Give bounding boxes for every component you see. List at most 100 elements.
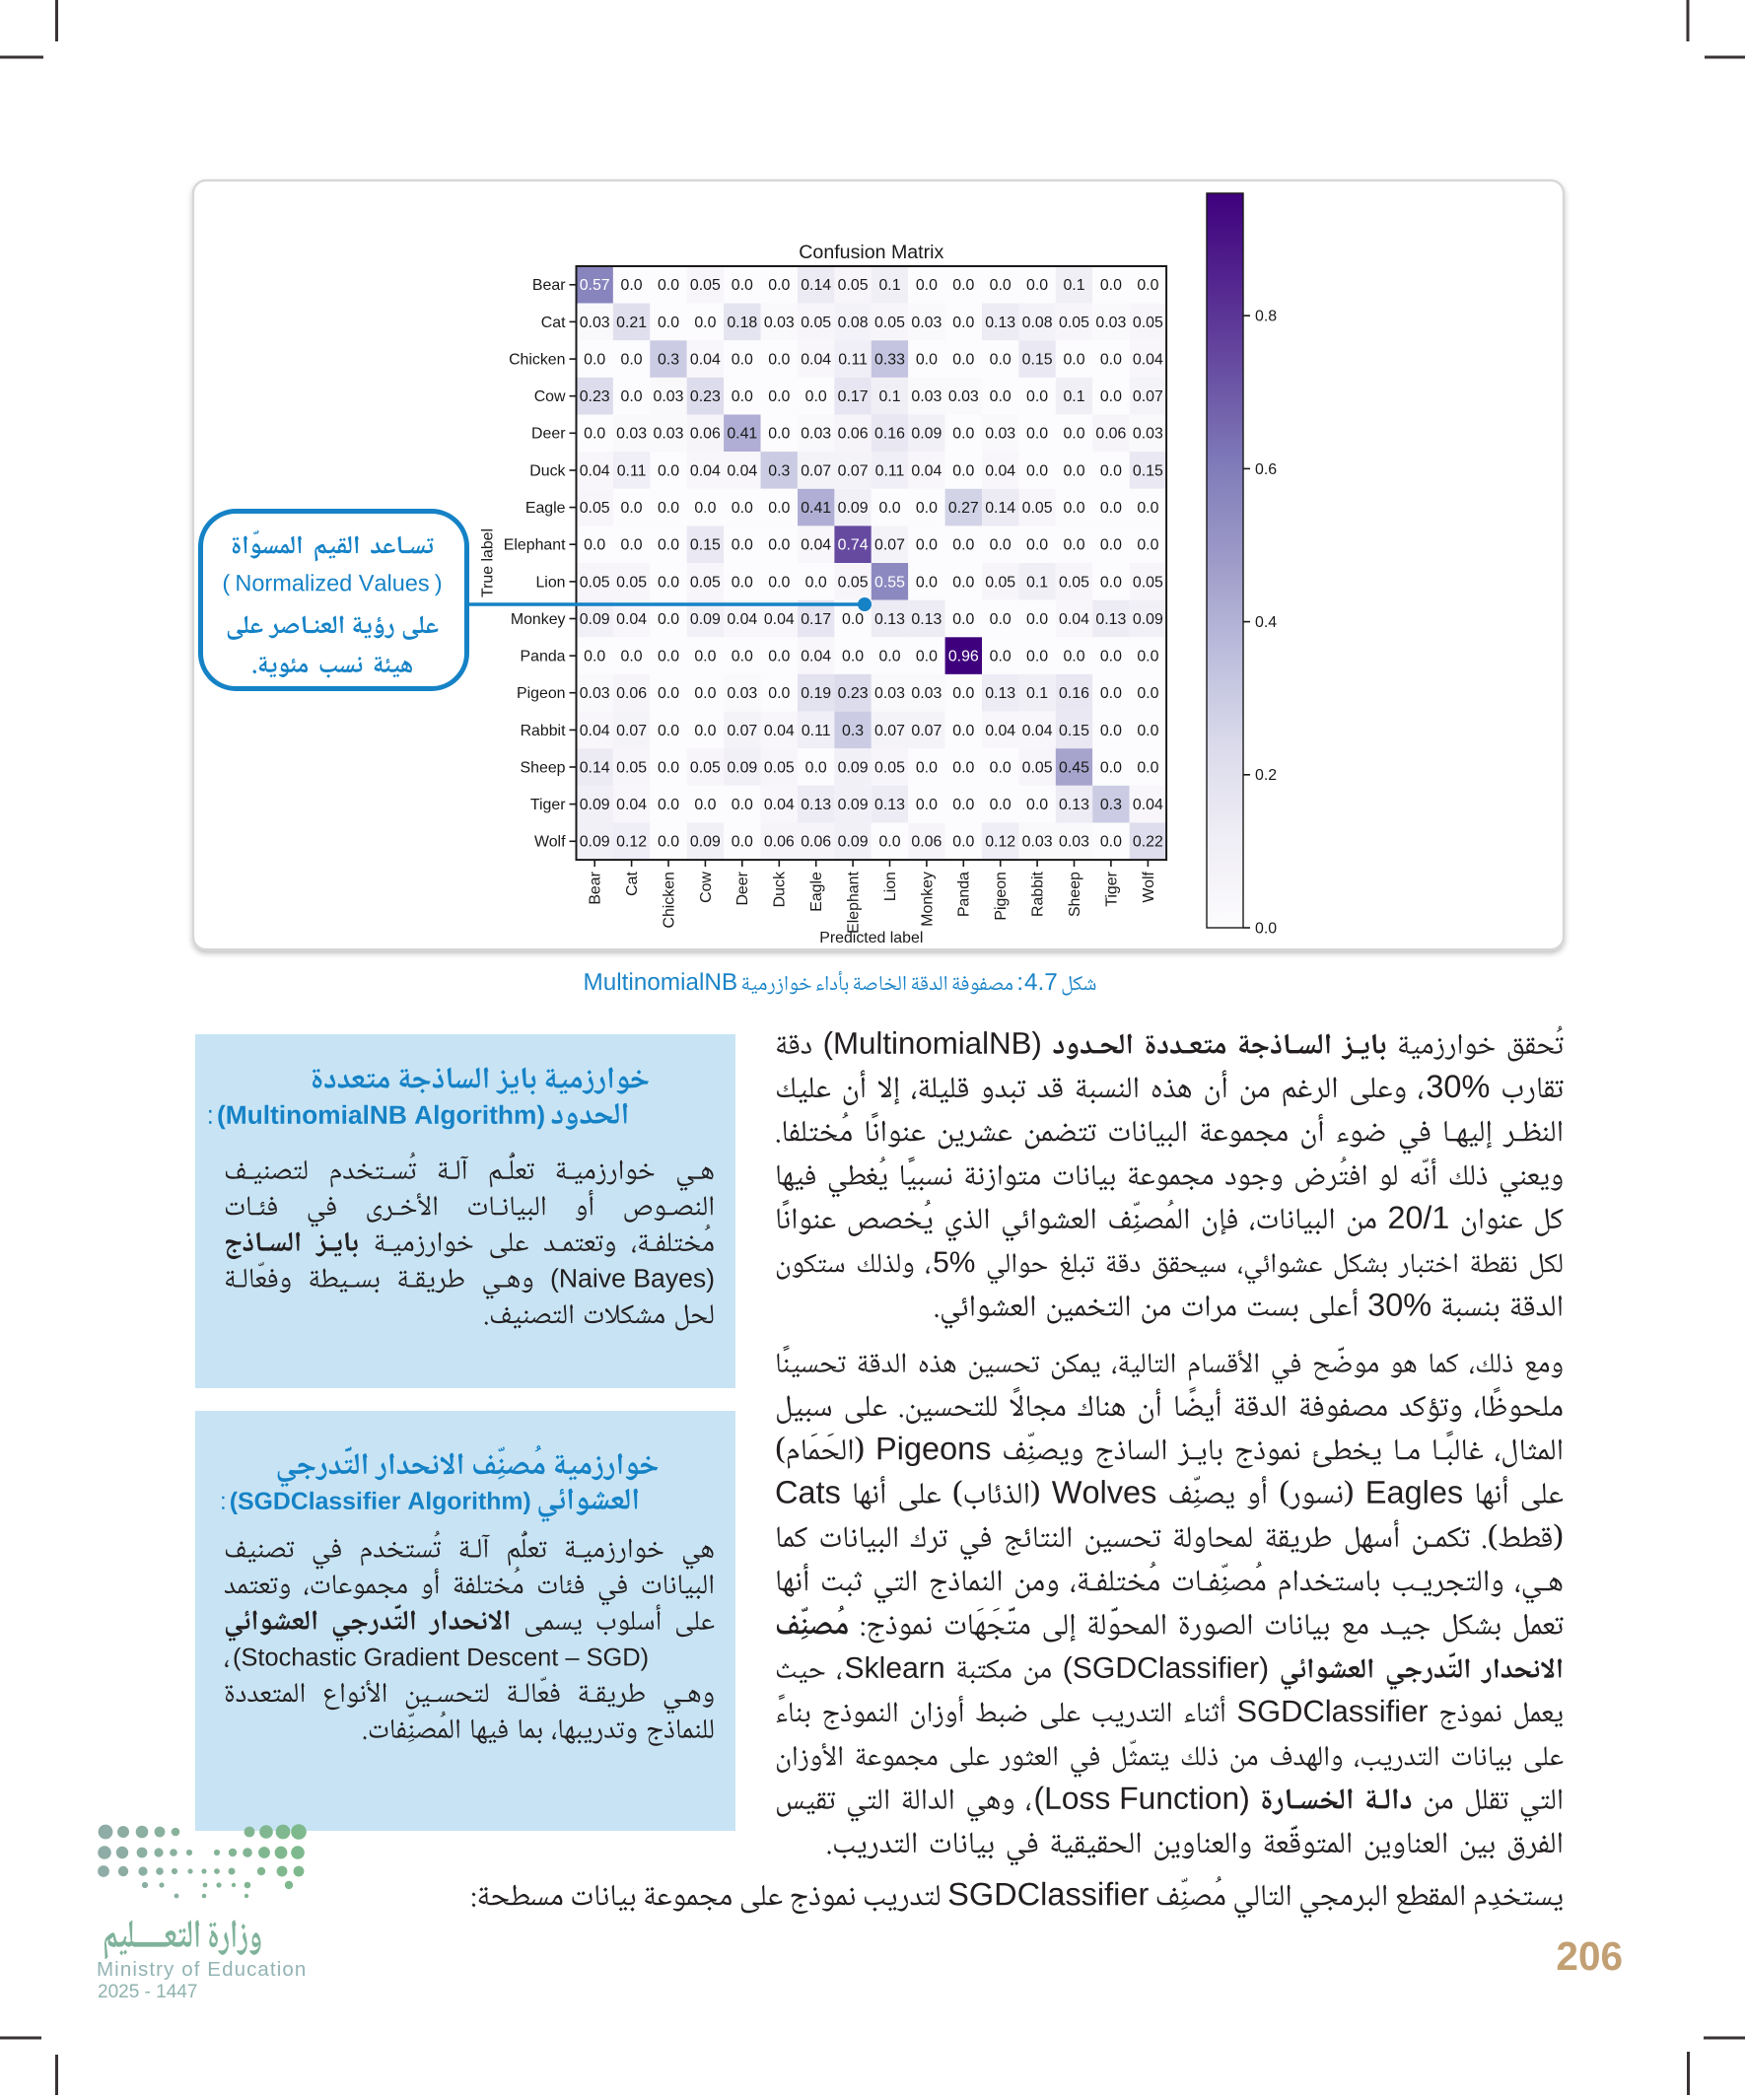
svg-text:Eagle: Eagle [808,872,825,912]
svg-text:0.0: 0.0 [1100,462,1122,479]
svg-text:Bear: Bear [588,871,604,904]
svg-text:Rabbit: Rabbit [1030,872,1047,918]
svg-text:0.0: 0.0 [1100,649,1122,665]
svg-text:0.0: 0.0 [916,537,938,554]
svg-text:0.57: 0.57 [580,277,610,294]
svg-text:0.0: 0.0 [584,649,605,665]
svg-text:0.1: 0.1 [878,277,900,294]
svg-text:0.0: 0.0 [1100,759,1122,776]
svg-text:0.0: 0.0 [621,277,643,294]
svg-text:0.0: 0.0 [1026,426,1048,443]
svg-text:0.0: 0.0 [1137,500,1158,517]
svg-text:0.07: 0.07 [874,537,905,554]
svg-text:0.0: 0.0 [916,500,938,517]
svg-text:0.17: 0.17 [838,388,869,405]
svg-text:0.06: 0.06 [616,685,647,702]
svg-text:0.03: 0.03 [911,315,942,331]
svg-text:0.13: 0.13 [985,315,1015,331]
svg-text:0.0: 0.0 [732,388,753,405]
svg-text:0.09: 0.09 [838,500,869,517]
svg-text:0.0: 0.0 [990,797,1012,813]
svg-text:0.0: 0.0 [916,759,938,776]
svg-text:0.0: 0.0 [768,388,790,405]
svg-text:0.0: 0.0 [916,277,938,294]
svg-text:0.14: 0.14 [801,277,831,294]
svg-text:0.05: 0.05 [580,574,610,591]
svg-text:0.05: 0.05 [1059,315,1089,331]
svg-text:0.0: 0.0 [916,352,938,369]
svg-text:0.0: 0.0 [1137,649,1158,665]
svg-text:0.0: 0.0 [732,500,753,517]
svg-text:Cat: Cat [541,315,566,331]
svg-text:0.0: 0.0 [768,500,790,517]
svg-text:0.05: 0.05 [874,315,905,331]
svg-text:0.09: 0.09 [580,834,610,851]
svg-text:Sheep: Sheep [1067,872,1083,917]
svg-text:Cow: Cow [698,872,715,903]
svg-text:0.0: 0.0 [658,723,679,739]
svg-text:0.19: 0.19 [801,685,831,702]
svg-text:0.05: 0.05 [690,759,721,776]
svg-text:0.13: 0.13 [874,797,905,813]
svg-text:0.0: 0.0 [1100,277,1122,294]
svg-text:0.0: 0.0 [952,685,974,702]
svg-text:0.12: 0.12 [985,834,1015,851]
svg-text:0.0: 0.0 [952,759,974,776]
svg-text:0.0: 0.0 [658,685,679,702]
svg-text:Tiger: Tiger [1103,871,1120,906]
svg-text:0.23: 0.23 [690,388,721,405]
svg-text:Duck: Duck [772,872,789,907]
svg-text:0.0: 0.0 [621,388,643,405]
svg-text:0.0: 0.0 [584,426,605,443]
svg-text:0.0: 0.0 [621,352,643,369]
svg-text:0.0: 0.0 [805,388,827,405]
svg-text:0.0: 0.0 [952,797,974,813]
svg-text:0.04: 0.04 [580,723,610,739]
svg-text:0.23: 0.23 [580,388,610,405]
svg-text:0.1: 0.1 [1063,277,1084,294]
svg-text:0.0: 0.0 [1063,352,1084,369]
svg-text:0.05: 0.05 [616,574,647,591]
svg-text:0.05: 0.05 [838,277,869,294]
svg-text:0.8: 0.8 [1255,309,1277,325]
svg-text:0.0: 0.0 [1100,723,1122,739]
svg-text:0.07: 0.07 [874,723,905,739]
svg-text:0.0: 0.0 [658,649,679,665]
svg-text:0.04: 0.04 [727,462,757,479]
svg-text:0.0: 0.0 [878,500,900,517]
svg-text:0.13: 0.13 [911,611,942,628]
svg-text:0.03: 0.03 [801,426,831,443]
svg-text:Elephant: Elephant [846,872,863,934]
svg-text:0.0: 0.0 [658,574,679,591]
svg-text:0.0: 0.0 [1255,920,1277,937]
svg-text:Lion: Lion [535,574,565,591]
svg-text:0.0: 0.0 [768,574,790,591]
svg-text:0.0: 0.0 [1063,500,1084,517]
svg-text:0.09: 0.09 [727,759,757,776]
svg-text:Chicken: Chicken [661,872,677,928]
svg-text:0.04: 0.04 [727,611,757,628]
svg-text:0.05: 0.05 [985,574,1015,591]
svg-text:0.08: 0.08 [838,315,869,331]
svg-text:0.0: 0.0 [1100,574,1122,591]
svg-text:Ministry of Education: Ministry of Education [97,1958,307,1981]
svg-text:0.13: 0.13 [1059,797,1089,813]
svg-text:0.0: 0.0 [952,315,974,331]
svg-text:0.15: 0.15 [1133,462,1163,479]
svg-text:0.3: 0.3 [842,723,864,739]
svg-text:0.0: 0.0 [990,352,1012,369]
svg-text:0.04: 0.04 [1133,797,1163,813]
svg-text:0.27: 0.27 [948,500,979,517]
svg-text:Bear: Bear [532,277,566,294]
svg-text:0.96: 0.96 [948,649,979,665]
svg-text:0.0: 0.0 [990,759,1012,776]
svg-text:0.0: 0.0 [694,649,716,665]
svg-text:0.03: 0.03 [874,685,905,702]
svg-text:0.09: 0.09 [838,759,869,776]
svg-text:0.0: 0.0 [694,797,716,813]
svg-text:0.05: 0.05 [1133,574,1163,591]
svg-text:0.04: 0.04 [764,611,795,628]
svg-text:0.0: 0.0 [732,537,753,554]
svg-text:0.0: 0.0 [1026,537,1048,554]
svg-text:0.05: 0.05 [874,759,905,776]
